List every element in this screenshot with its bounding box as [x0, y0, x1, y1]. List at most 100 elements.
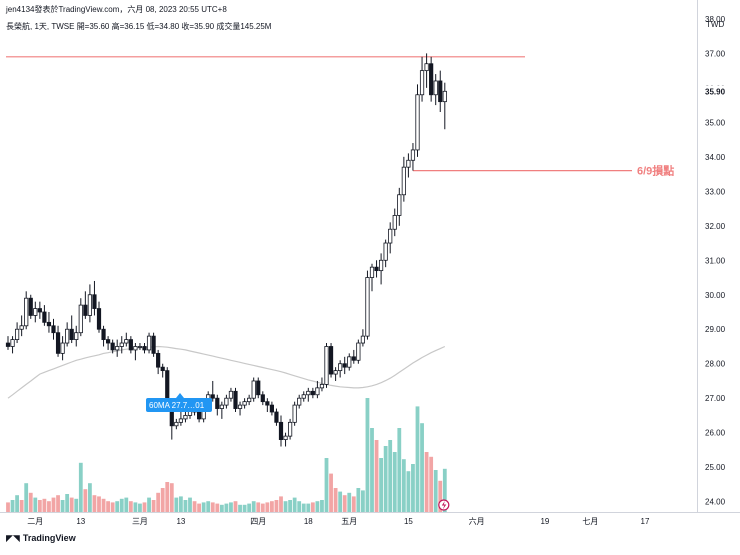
- volume-bar: [365, 398, 370, 512]
- candle-body: [151, 335, 156, 354]
- volume-bar: [10, 500, 15, 512]
- candle-body: [96, 308, 102, 330]
- candle-body: [110, 342, 115, 351]
- volume-bar: [297, 501, 302, 512]
- volume-bar: [19, 500, 24, 512]
- candle-body: [333, 370, 338, 375]
- volume-bar: [169, 483, 174, 512]
- volume-bar: [83, 489, 88, 512]
- candle-body: [83, 304, 88, 316]
- candle-body: [219, 404, 224, 409]
- volume-bar: [374, 440, 379, 512]
- lightning-icon: [441, 501, 447, 510]
- candle-body: [87, 294, 92, 316]
- candle-body: [328, 346, 334, 375]
- volume-bar: [383, 446, 388, 512]
- candle-body: [415, 94, 420, 151]
- candle-body: [19, 325, 24, 330]
- volume-bar: [206, 501, 211, 512]
- volume-bar: [401, 459, 406, 512]
- candle-body: [106, 339, 111, 344]
- brand-label: TradingView: [22, 533, 76, 543]
- volume-bar: [338, 491, 343, 512]
- candle-body: [46, 321, 52, 327]
- candle-body: [237, 404, 243, 409]
- symbol-ohlcv-legend[interactable]: 長榮航, 1天, TWSE 開=35.60 高=36.15 低=34.80 收=…: [6, 21, 271, 32]
- candle-body: [60, 342, 65, 354]
- volume-bar: [78, 462, 83, 512]
- volume-bar: [306, 503, 311, 512]
- ma-line: [7, 345, 446, 399]
- ma-badge-pointer: [176, 393, 184, 398]
- volume-bar: [165, 482, 170, 512]
- candle-body: [42, 311, 47, 323]
- candle-body: [233, 390, 238, 409]
- candle-body: [319, 384, 325, 389]
- candle-body: [55, 332, 61, 354]
- volume-bar: [128, 501, 133, 512]
- volume-bar: [151, 500, 156, 512]
- time-tick-label: 13: [76, 517, 85, 526]
- tradingview-brand[interactable]: ◤◥ TradingView: [6, 533, 76, 544]
- candle-body: [260, 394, 265, 403]
- volume-bar: [101, 498, 106, 512]
- price-tick-label: 26.00: [705, 429, 726, 438]
- candle-body: [224, 397, 229, 406]
- candle-body: [5, 342, 11, 347]
- candle-body: [146, 335, 152, 351]
- candle-body: [196, 411, 202, 420]
- volume-bar: [92, 495, 97, 512]
- candle-body: [429, 63, 434, 96]
- volume-bar: [392, 452, 397, 512]
- candle-body: [292, 404, 297, 423]
- candle-body: [383, 242, 388, 261]
- candle-body: [406, 159, 411, 168]
- volume-bar: [388, 440, 393, 512]
- candle-body: [183, 415, 188, 420]
- candle-body: [74, 332, 79, 340]
- volume-bar: [406, 471, 411, 512]
- volume-bar: [229, 502, 233, 512]
- candle-body: [433, 80, 438, 96]
- candle-body: [442, 90, 447, 103]
- volume-bar: [224, 503, 229, 512]
- candle-body: [37, 308, 42, 313]
- volume-bar: [251, 501, 256, 512]
- price-tick-label: 33.00: [705, 187, 726, 196]
- candle-body: [115, 346, 120, 351]
- candle-body: [137, 346, 143, 348]
- price-tick-label: 34.00: [705, 153, 726, 162]
- symbol-label: 長榮航, 1天, TWSE: [6, 22, 75, 31]
- volume-bar: [69, 497, 74, 512]
- volume-bar: [179, 496, 183, 512]
- time-tick-label: 三月: [132, 517, 148, 526]
- volume-bar: [347, 492, 352, 512]
- ma-value-badge: [146, 398, 212, 412]
- volume-bar: [110, 502, 115, 512]
- candle-body: [78, 304, 83, 334]
- volume-bar: [88, 483, 92, 512]
- candle-body: [24, 297, 29, 327]
- volume-bar: [60, 500, 65, 512]
- volume-bar: [56, 495, 60, 512]
- candle-body: [65, 328, 70, 344]
- volume-bar: [51, 497, 56, 512]
- volume-bar: [438, 480, 443, 512]
- volume-bar: [361, 490, 365, 512]
- candle-body: [278, 421, 284, 440]
- volume-bar: [215, 503, 220, 512]
- candle-body: [360, 335, 366, 344]
- volume-bar: [270, 501, 274, 512]
- price-tick-label: 28.00: [705, 360, 726, 369]
- volume-bar: [433, 470, 438, 512]
- candle-body: [310, 390, 315, 396]
- price-tick-label: 35.00: [705, 118, 726, 127]
- candle-body: [119, 342, 124, 347]
- candle-body: [369, 266, 375, 278]
- volume-bar: [47, 501, 51, 512]
- candle-body: [347, 356, 352, 368]
- volume-bar: [324, 458, 329, 512]
- volume-bar: [201, 502, 206, 512]
